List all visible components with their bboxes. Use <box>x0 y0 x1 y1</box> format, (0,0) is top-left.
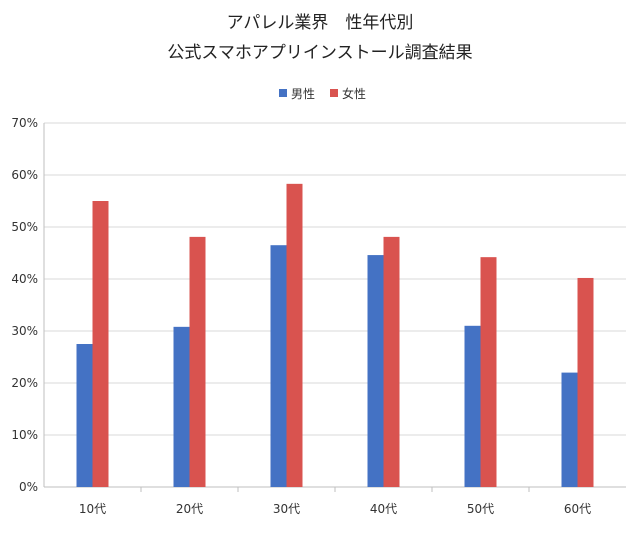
legend-label-female: 女性 <box>342 86 366 101</box>
legend: 男性 女性 <box>279 86 366 101</box>
bar-female-4 <box>480 257 497 487</box>
bar-male-2 <box>270 245 287 487</box>
y-tick-label: 50% <box>11 220 38 234</box>
y-tick-label: 70% <box>11 116 38 130</box>
bar-male-1 <box>173 326 190 487</box>
grid-lines <box>43 122 626 488</box>
bar-female-2 <box>286 183 303 487</box>
x-axis-ticks: 10代 20代 30代 40代 50代 60代 <box>79 487 591 516</box>
bar-male-3 <box>367 255 384 487</box>
x-tick-label: 20代 <box>176 502 203 516</box>
chart-title-line1: アパレル業界 性年代別 <box>227 13 414 33</box>
bar-male-4 <box>464 325 481 487</box>
y-axis-ticks: 0% 10% 20% 30% 40% 50% 60% 70% <box>11 116 38 494</box>
x-tick-label: 40代 <box>370 502 397 516</box>
bar-male-0 <box>76 344 93 487</box>
y-tick-label: 10% <box>11 428 38 442</box>
x-tick-label: 60代 <box>564 502 591 516</box>
legend-swatch-female <box>330 89 338 97</box>
y-tick-label: 0% <box>19 480 38 494</box>
x-tick-label: 10代 <box>79 502 106 516</box>
chart-title-line2: 公式スマホアプリインストール調査結果 <box>167 43 472 63</box>
y-tick-label: 60% <box>11 168 38 182</box>
bar-female-0 <box>92 201 109 487</box>
x-tick-label: 30代 <box>273 502 300 516</box>
bars <box>76 183 594 487</box>
bar-female-1 <box>189 236 206 487</box>
legend-label-male: 男性 <box>291 87 315 101</box>
bar-female-3 <box>383 236 400 487</box>
bar-male-5 <box>561 372 578 487</box>
y-tick-label: 40% <box>11 272 38 286</box>
bar-female-5 <box>577 277 594 487</box>
y-tick-label: 30% <box>11 324 38 338</box>
x-tick-label: 50代 <box>467 502 494 516</box>
y-tick-label: 20% <box>11 376 38 390</box>
legend-swatch-male <box>279 89 287 97</box>
